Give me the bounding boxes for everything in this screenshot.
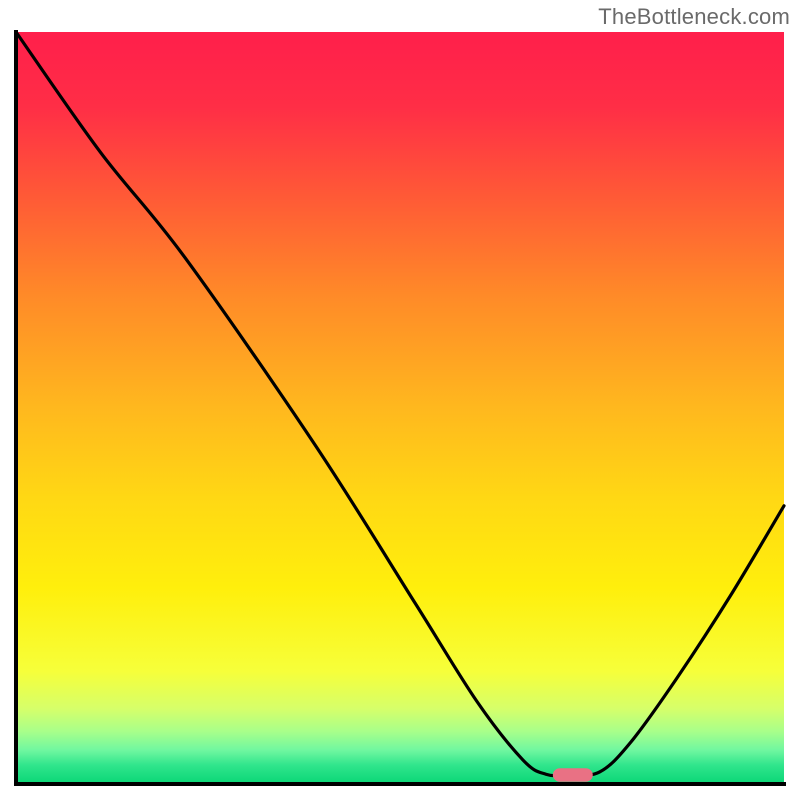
- watermark-text: TheBottleneck.com: [598, 4, 790, 30]
- bottleneck-chart: [0, 0, 800, 800]
- chart-frame: TheBottleneck.com: [0, 0, 800, 800]
- chart-container: [0, 0, 800, 800]
- gradient-background: [16, 32, 784, 784]
- optimal-marker: [553, 768, 593, 782]
